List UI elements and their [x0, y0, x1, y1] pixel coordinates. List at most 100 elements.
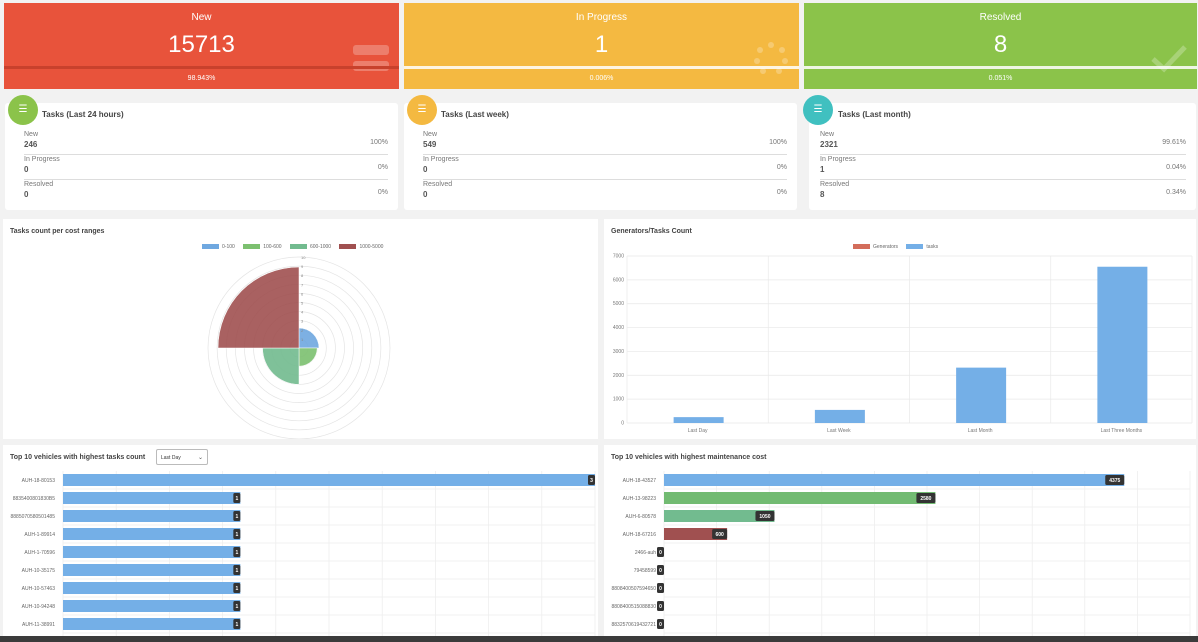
value-badge	[755, 511, 775, 521]
value-label: 2580	[920, 496, 931, 502]
new-card-divider	[4, 66, 399, 69]
value-label: 1	[235, 550, 238, 556]
new-card-value: 15713	[168, 31, 235, 58]
legend-label: Generators	[873, 244, 899, 250]
row-percent: 99.61%	[1162, 139, 1186, 146]
value-label: 1	[235, 532, 238, 538]
value-badge	[233, 529, 241, 539]
tasks-icon	[353, 45, 389, 71]
in-progress-tasks-card[interactable]: In Progress 1 0.006%	[404, 3, 799, 89]
polar-area-chart: 1 2 3 4 5 6 7 8 9 10	[207, 255, 391, 439]
vehicles-tasks-bar-chart: AUH-18-80153 3 8835400801830B5 1 88850705805…	[11, 471, 596, 642]
tasks-last-month-card: ☰ Tasks (Last month) New 2321 99.61% In …	[803, 95, 1196, 210]
period-row-resolved: Resolved 0 0%	[423, 181, 787, 205]
value-badge	[233, 493, 241, 503]
value-label: 1050	[759, 514, 770, 520]
x-tick-label: Last Week	[827, 428, 851, 434]
value-label: 1	[235, 568, 238, 574]
period-row-new: New 246 100%	[24, 131, 388, 155]
period-row-resolved: Resolved 8 0.34%	[820, 181, 1186, 205]
vehicle-bar	[63, 618, 241, 630]
legend-swatch[interactable]	[339, 244, 357, 250]
value-label: 0	[659, 586, 662, 592]
value-label: 3	[590, 478, 593, 484]
spinner-icon	[754, 42, 788, 74]
legend-swatch[interactable]	[243, 244, 261, 250]
period-row-new: New 2321 99.61%	[820, 131, 1186, 155]
value-badge	[233, 511, 241, 521]
value-badge	[657, 583, 664, 593]
in-progress-card-title: In Progress	[575, 12, 628, 23]
in-progress-card-percent: 0.006%	[589, 75, 614, 82]
row-percent: 0.34%	[1166, 189, 1186, 196]
polar-segment	[298, 347, 318, 367]
row-label: Resolved	[24, 181, 54, 188]
y-tick-label: 2000	[613, 373, 624, 379]
resolved-card-percent: 0.051%	[988, 75, 1013, 82]
value-label: 4375	[1109, 478, 1120, 484]
row-value: 0	[423, 190, 428, 199]
new-tasks-card[interactable]: New 15713 98.943%	[4, 3, 399, 89]
check-icon	[1151, 45, 1187, 73]
row-percent: 100%	[370, 139, 388, 146]
y-tick-label: AUH-18-67216	[623, 532, 657, 538]
in-progress-card-value: 1	[594, 31, 609, 58]
row-value: 246	[24, 140, 38, 149]
value-label: 1	[235, 586, 238, 592]
chevron-down-icon: ⌄	[197, 455, 203, 461]
value-label: 0	[659, 568, 662, 574]
row-percent: 100%	[769, 139, 787, 146]
vehicle-bar	[664, 510, 775, 522]
legend-swatch[interactable]	[853, 244, 870, 250]
legend-swatch[interactable]	[289, 244, 307, 250]
polar-tick-label: 1	[301, 337, 304, 342]
row-label: New	[423, 131, 438, 138]
vehicle-bar	[63, 528, 241, 540]
y-tick-label: AUH-10-35175	[22, 568, 56, 574]
legend-swatch[interactable]	[906, 244, 924, 250]
tasks-bar	[673, 417, 724, 423]
period-select-value: Last Day	[161, 455, 181, 461]
vehicle-bar	[664, 528, 728, 540]
value-badge	[657, 547, 664, 557]
in-progress-card-divider	[404, 66, 799, 69]
period-title: Tasks (Last week)	[441, 110, 509, 119]
tasks-bar	[956, 367, 1007, 423]
row-label: New	[820, 131, 835, 138]
polar-grid-ring	[207, 256, 391, 439]
row-value: 0	[423, 165, 428, 174]
value-label: 0	[659, 550, 662, 556]
value-label: 0	[659, 622, 662, 628]
y-tick-label: 2466-auh	[635, 550, 656, 556]
value-badge	[657, 619, 664, 629]
row-value: 1	[820, 165, 825, 174]
value-badge	[712, 529, 728, 539]
row-value: 549	[423, 140, 437, 149]
legend-label: 100-600	[263, 244, 282, 250]
y-tick-label: 0	[621, 421, 624, 427]
cost-ranges-panel: Tasks count per cost ranges 0-100 100-60…	[3, 219, 598, 439]
y-tick-label: 7000	[613, 254, 624, 260]
value-badge	[233, 547, 241, 557]
panel-title: Top 10 vehicles with highest maintenance…	[611, 454, 767, 461]
legend-swatch[interactable]	[202, 244, 219, 250]
y-tick-label: 8808400515088830	[612, 604, 657, 610]
value-badge	[916, 493, 936, 503]
polar-tick-label: 7	[301, 282, 304, 287]
y-tick-label: AUH-13-98223	[623, 496, 657, 502]
value-badge	[233, 601, 241, 611]
new-card-title: New	[191, 12, 212, 23]
row-percent: 0%	[776, 189, 787, 196]
polar-tick-label: 2	[301, 328, 304, 333]
vehicles-tasks-panel: Top 10 vehicles with highest tasks count…	[3, 445, 598, 642]
tasks-last-week-card: ☰ Tasks (Last week) New 549 100% In Prog…	[404, 95, 797, 210]
resolved-tasks-card[interactable]: Resolved 8 0.051%	[804, 3, 1197, 89]
row-label: In Progress	[820, 156, 856, 163]
polar-grid-ring	[216, 265, 382, 431]
y-tick-label: AUH-11-38991	[22, 622, 55, 628]
y-tick-label: 3000	[613, 349, 624, 355]
polar-tick-label: 9	[301, 264, 304, 269]
period-select[interactable]: Last Day ⌄	[156, 449, 208, 465]
list-icon: ☰	[803, 95, 833, 125]
new-card-percent: 98.943%	[187, 75, 216, 82]
